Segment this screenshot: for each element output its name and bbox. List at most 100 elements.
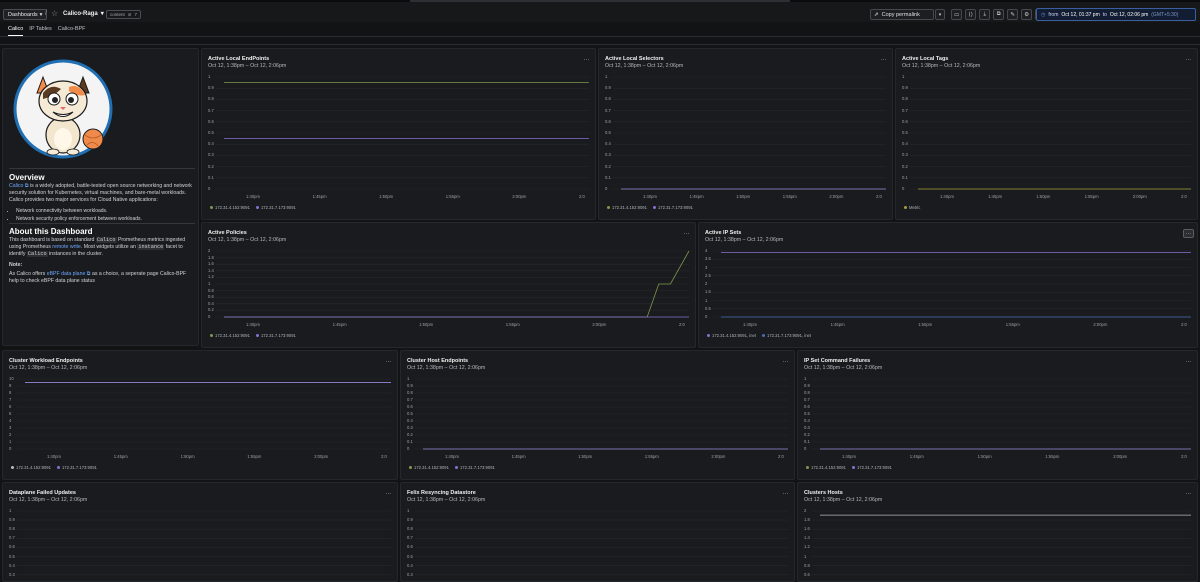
x-tick-label: 2:00pm [829,194,844,199]
legend-item[interactable]: 172.31.7.173:9091, inet [762,333,811,338]
x-tick-label: 1:55pm [782,194,797,199]
tags-badge[interactable]: content ⊘ 7 [106,10,142,19]
time-picker[interactable]: ◷ from Oct 12, 01:37 pm to Oct 12, 02:06… [1036,8,1196,21]
about-text: facet to identify [9,244,183,257]
list-item: Network security policy enforcement betw… [16,216,193,224]
about-text: . Most widgets utilize an [80,244,136,250]
x-tick-label: 1:45pm [988,194,1003,199]
y-tick-label: 0.4 [407,418,413,423]
legend-item[interactable]: 172.31.4.152:9091 [11,465,51,470]
y-tick-label: 0.9 [407,517,413,523]
dashboard-name-dropdown[interactable]: Calico-Raga ▾ [63,10,104,18]
y-tick-label: 0 [208,314,211,319]
legend-label: 172.31.7.173:9091 [459,465,495,470]
legend-item[interactable]: 172.31.7.173:9091 [652,205,693,210]
note-paragraph: As Calico offers eBPF data plane ⧉ as a … [9,271,197,285]
dashboard-name: Calico-Raga [63,10,98,17]
legend-label: 172.31.4.152:9091 [215,205,250,210]
y-tick-label: 0.7 [9,535,15,541]
note-label: Note: [9,262,23,268]
tag-count: 7 [134,12,138,17]
y-tick-label: 4 [705,248,708,253]
dashboards-label: Dashboards [8,11,38,18]
y-tick-label: 0.4 [208,300,214,306]
legend-item[interactable]: 172.31.4.152:9091 [409,465,449,470]
legend-swatch [851,466,855,469]
calico-link[interactable]: Calico [9,183,24,189]
legend-item[interactable]: 172.31.4.152:9091 [806,465,846,470]
panel-menu-icon[interactable]: ··· [1185,490,1192,497]
y-tick-label: 1 [407,376,410,381]
overview-paragraph: Calico ⧉ is a widely adopted, battle-tes… [9,183,197,204]
legend-item[interactable]: 172.31.4.152:9091 [210,333,250,338]
panel-menu-icon[interactable]: ··· [385,490,392,497]
legend-item[interactable]: 172.31.7.173:9091 [255,333,296,338]
x-tick-label: 1:55pm [644,454,659,459]
star-icon[interactable]: ☆ [51,9,59,18]
download-icon[interactable]: ⤓ [979,9,991,20]
ebpf-link[interactable]: eBPF data plane [46,271,86,277]
legend-item[interactable]: 172.31.4.152:9091 [210,205,250,210]
y-tick-label: 7 [9,397,12,402]
dashboard-grid: Overview Calico ⧉ is a widely adopted, b… [0,46,1200,582]
x-tick-label: 1:45pm [689,194,704,199]
x-tick-label: 1:45pm [511,454,526,459]
tab-calico-bpf[interactable]: Calico-BPF [57,26,86,32]
y-tick-label: 2 [9,432,12,437]
code-calico: Calico [26,251,48,257]
chart-canvas [812,510,1191,576]
y-tick-label: 1.5 [705,289,711,295]
legend-swatch [762,334,766,337]
tab-ip-tables[interactable]: IP Tables [29,26,52,32]
tv-mode-icon[interactable]: ▭ [951,9,963,20]
x-tick-label: 1:40pm [246,194,260,199]
panel-menu-icon[interactable]: ··· [782,358,789,365]
panel-menu-icon[interactable]: ··· [880,56,887,63]
panel-subtitle: Oct 12, 1:38pm – Oct 12, 2:06pm [208,63,287,69]
panel-menu-icon[interactable]: ··· [583,56,590,63]
legend-item[interactable]: 172.31.7.173:9091 [56,465,97,470]
copy-permalink-chevron[interactable]: ▾ [935,9,945,20]
panel-menu-icon[interactable]: ··· [683,230,690,237]
code-icon[interactable]: ⟨⟩ [965,9,977,20]
y-tick-label: 0.8 [804,390,810,395]
remote-write-link[interactable]: remote write [52,244,81,250]
panel-title: Active Local Selectors [605,56,664,62]
settings-icon[interactable]: ⚙ [1021,9,1033,20]
y-tick-label: 0.6 [407,404,413,409]
y-tick-label: 6 [9,404,12,409]
legend-item[interactable]: 172.31.4.152:9091 [607,205,647,210]
x-tick-label: 1:55pm [505,322,520,327]
x-tick-label: 1:40pm [246,322,260,327]
y-tick-label: 0.5 [804,411,810,416]
y-tick-label: 0.2 [208,307,214,313]
about-text: Prometheus metrics ingested using Promet… [9,237,186,250]
panel-menu-icon[interactable]: ··· [1183,229,1194,238]
y-tick-label: 1 [407,508,410,513]
copy-permalink-button[interactable]: ⇗ Copy permalink [870,9,934,20]
y-tick-label: 0.1 [804,439,810,444]
dashboards-dropdown-button[interactable]: Dashboards ▾ [3,9,48,20]
y-tick-label: 0.3 [902,152,908,158]
x-tick-label: 1:50pm [977,454,992,459]
x-tick-label: 2:0 [579,194,585,199]
y-tick-label: 0.8 [902,96,908,102]
x-tick-label: 1:45pm [909,454,924,459]
legend-swatch [454,466,458,469]
legend-item[interactable]: 172.31.4.152:9091, inet [707,333,756,338]
y-tick-label: 0.3 [605,152,611,158]
chart-canvas [17,378,391,450]
panel-menu-icon[interactable]: ··· [1185,56,1192,63]
legend-item[interactable]: Metric [904,205,920,210]
legend-item[interactable]: 172.31.7.173:9091 [255,205,296,210]
legend-item[interactable]: 172.31.7.173:9091 [851,465,892,470]
panel-menu-icon[interactable]: ··· [782,490,789,497]
panel-menu-icon[interactable]: ··· [1185,358,1192,365]
tab-calico[interactable]: Calico [8,26,24,36]
legend-item[interactable]: 172.31.7.173:9091 [454,465,495,470]
copy-icon[interactable]: ⧉ [993,9,1005,20]
edit-icon[interactable]: ✎ [1007,9,1019,20]
panel-menu-icon[interactable]: ··· [385,358,392,365]
x-tick-label: 2:0 [1181,454,1187,459]
calico-cat-logo [13,59,113,159]
